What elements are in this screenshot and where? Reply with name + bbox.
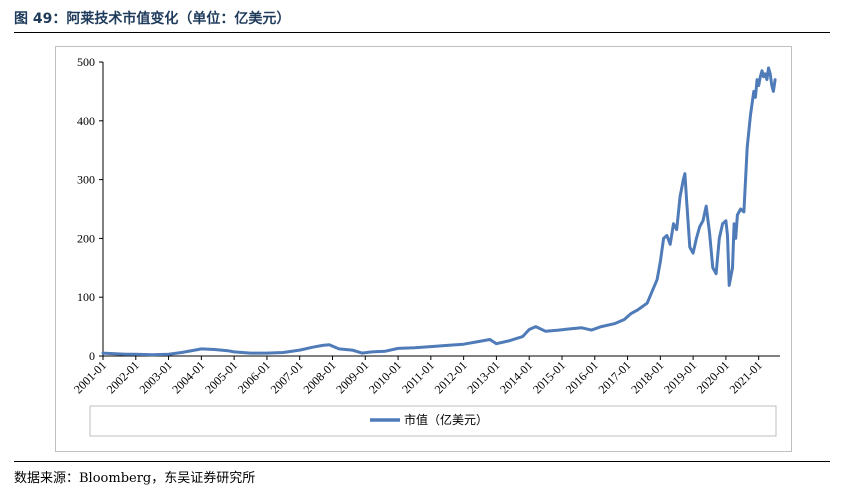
x-tick-label: 2013-01 [464, 358, 502, 396]
y-tick-label: 100 [77, 290, 95, 304]
x-tick-label: 2016-01 [563, 358, 601, 396]
y-tick-label: 500 [77, 55, 95, 69]
y-tick-label: 300 [77, 173, 95, 187]
x-tick-label: 2003-01 [137, 358, 175, 396]
x-tick-label: 2012-01 [432, 358, 470, 396]
series-layer [101, 66, 777, 357]
legend: 市值（亿美元） [89, 405, 777, 437]
y-axis: 0 100 200 300 400 500 [77, 55, 104, 363]
x-tick-label: 2021-01 [727, 358, 765, 396]
x-tick-label: 2017-01 [595, 358, 633, 396]
x-tick-label: 2015-01 [530, 358, 568, 396]
x-tick-label: 2006-01 [235, 358, 273, 396]
x-tick-label: 2001-01 [71, 358, 109, 396]
y-tick-label: 200 [77, 231, 95, 245]
x-tick-label: 2008-01 [300, 358, 338, 396]
x-axis: 2001-012002-012003-012004-012005-012006-… [71, 355, 780, 396]
x-tick-label: 2002-01 [104, 358, 142, 396]
y-tick-label: 0 [89, 349, 95, 363]
y-tick-label: 400 [77, 114, 95, 128]
legend-box [89, 405, 777, 437]
x-tick-label: 2010-01 [366, 358, 404, 396]
source-note: 数据来源：Bloomberg，东吴证券研究所 [14, 471, 256, 486]
figure-title: 图 49：阿莱技术市值变化（单位：亿美元） [14, 11, 291, 27]
x-tick-label: 2019-01 [661, 358, 699, 396]
chart-frame [55, 46, 792, 452]
x-tick-label: 2007-01 [268, 358, 306, 396]
x-tick-label: 2004-01 [169, 358, 207, 396]
x-tick-label: 2014-01 [497, 358, 535, 396]
top-rule [14, 32, 830, 33]
legend-label: 市值（亿美元） [404, 412, 488, 427]
bottom-rule [14, 461, 830, 462]
x-tick-label: 2005-01 [202, 358, 240, 396]
x-tick-label: 2009-01 [333, 358, 371, 396]
x-tick-label: 2020-01 [694, 358, 732, 396]
series-line-0 [101, 66, 777, 357]
x-tick-label: 2011-01 [399, 358, 437, 396]
x-tick-label: 2018-01 [628, 358, 666, 396]
